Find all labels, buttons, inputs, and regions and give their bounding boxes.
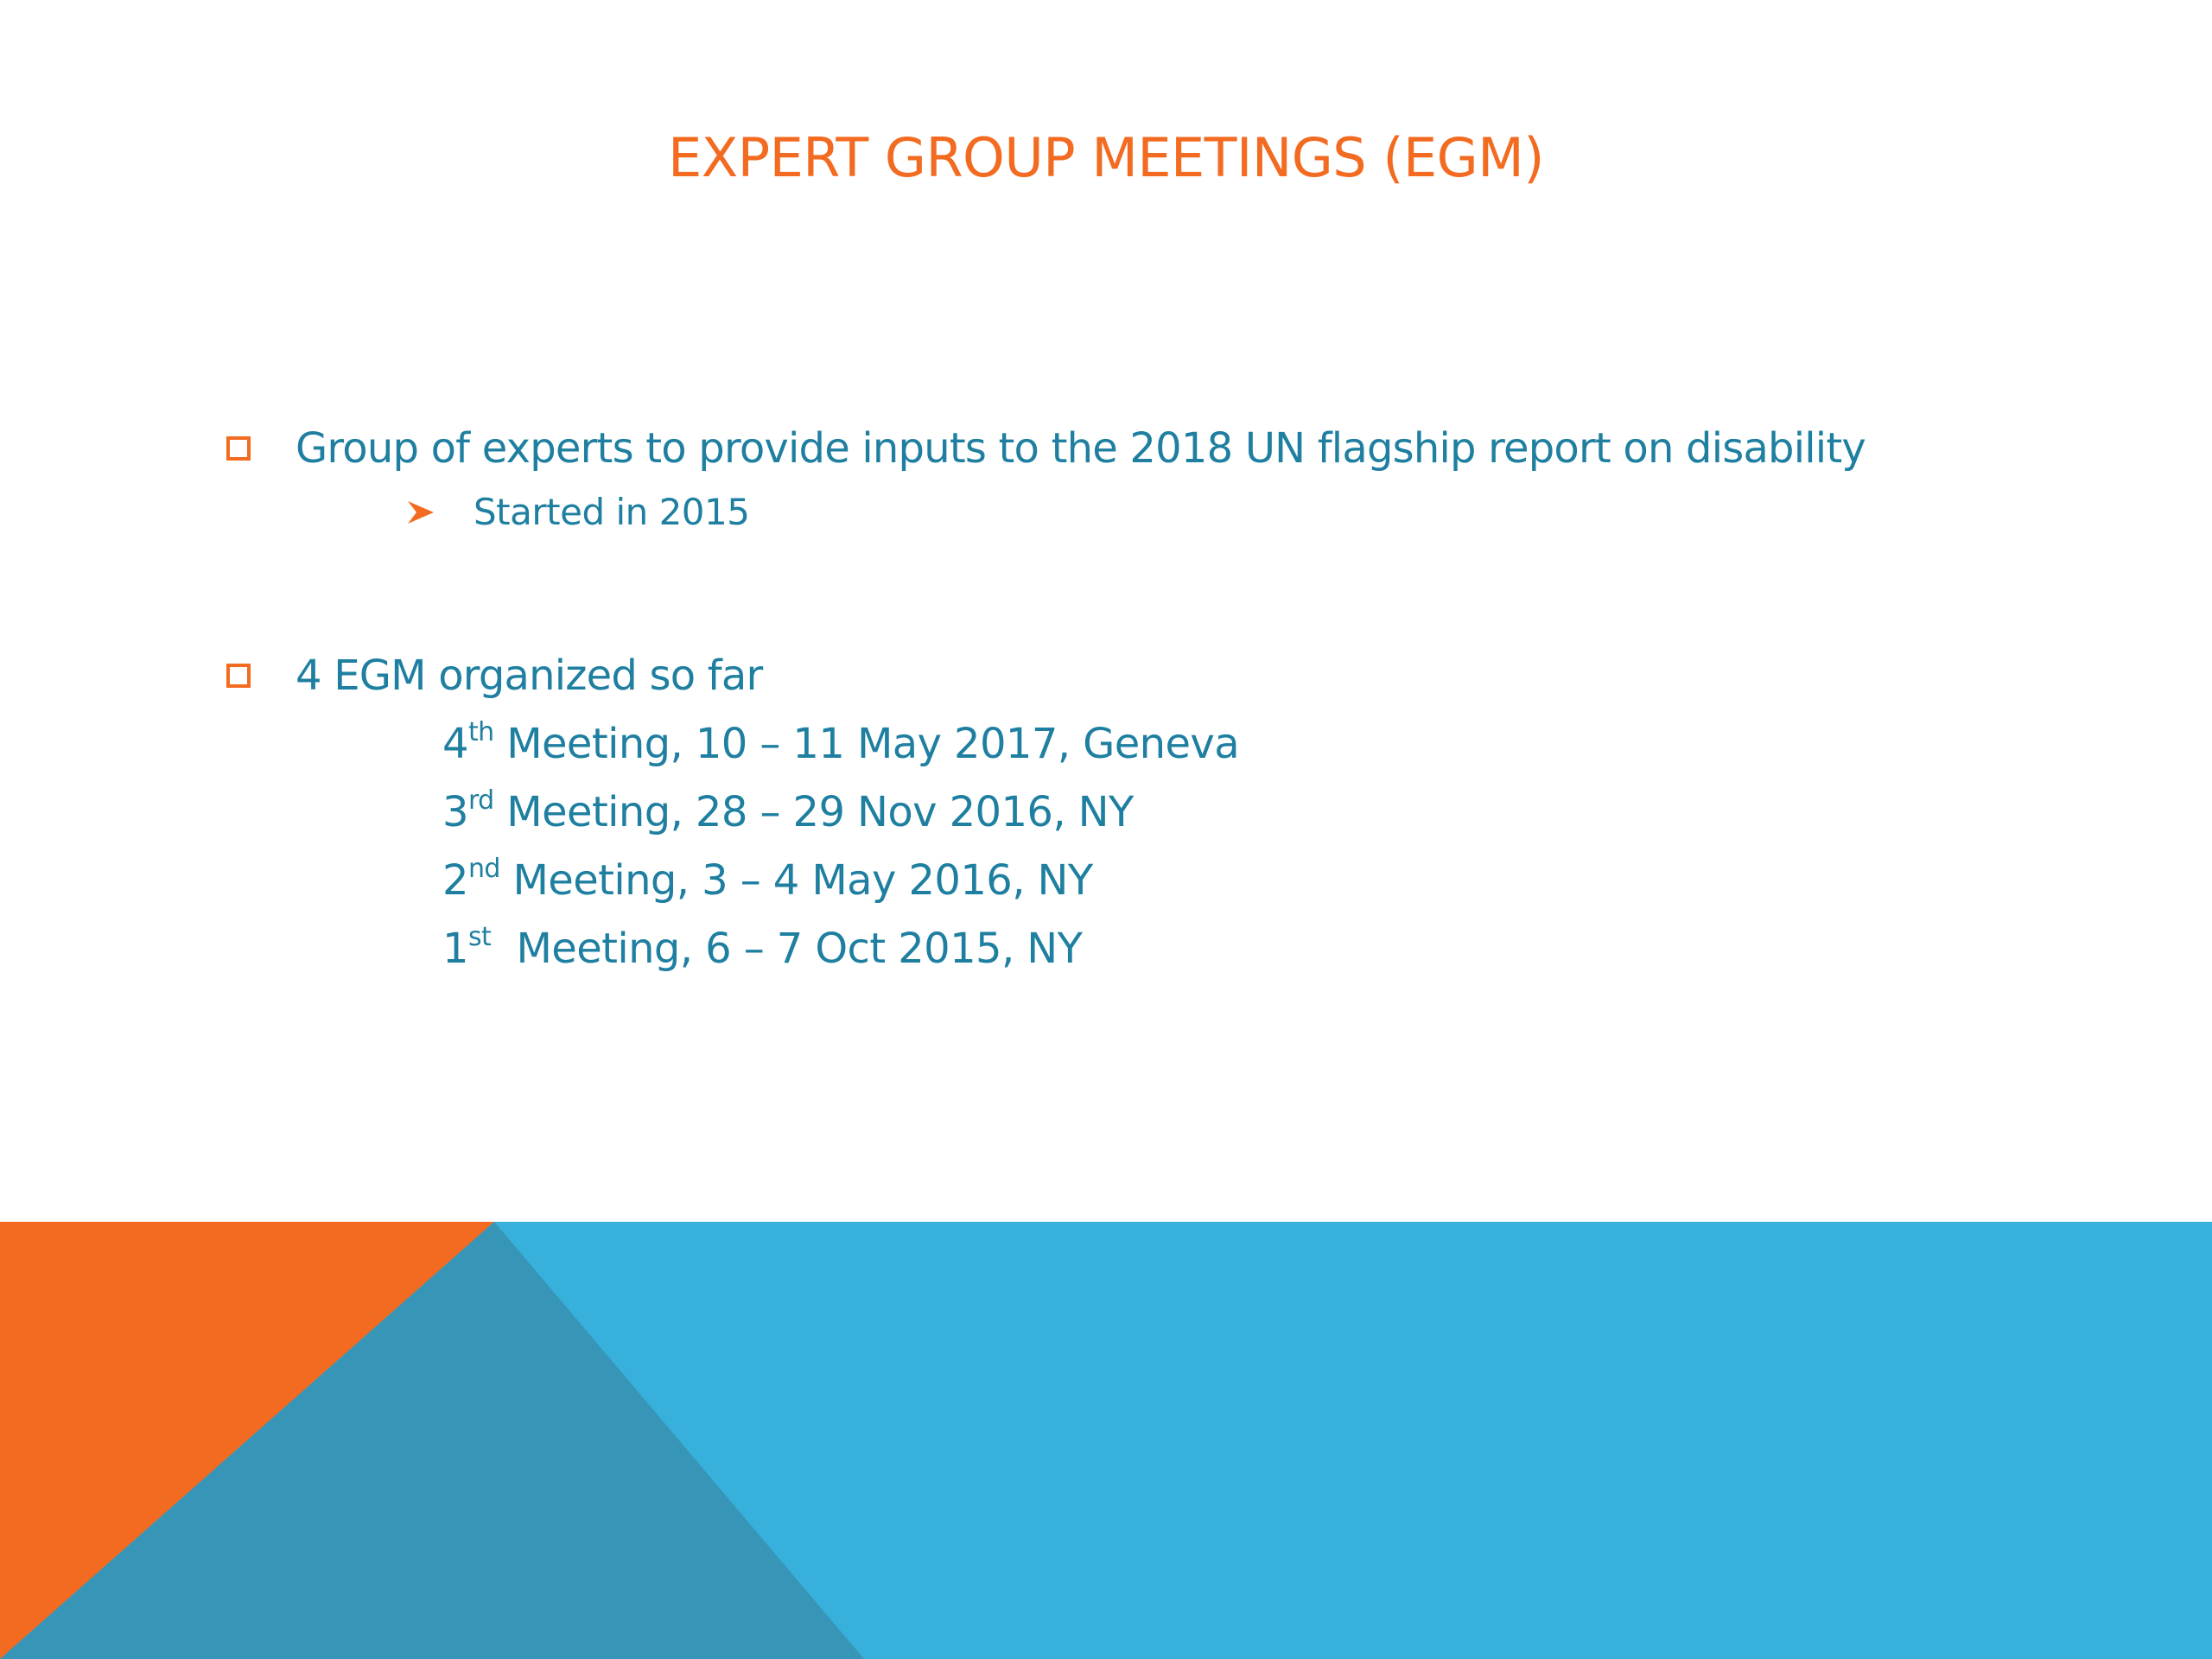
slide-title: EXPERT GROUP MEETINGS (EGM) <box>668 126 1544 189</box>
bullet-item-2: 4 EGM organized so far <box>226 650 763 702</box>
meeting-line-2: 2nd Meeting, 3 – 4 May 2016, NY <box>442 855 1093 906</box>
arrowhead-icon <box>408 501 434 524</box>
ordinal-suffix: nd <box>467 854 500 884</box>
meeting-line-4: 4th Meeting, 10 – 11 May 2017, Geneva <box>442 717 1240 770</box>
meeting-details: Meeting, 10 – 11 May 2017, Geneva <box>493 720 1240 768</box>
decorative-footer-band <box>0 1222 2212 1659</box>
meeting-line-3: 3rd Meeting, 28 – 29 Nov 2016, NY <box>442 786 1134 838</box>
meeting-number: 3 <box>442 788 469 836</box>
hollow-square-icon <box>226 436 251 461</box>
meeting-number: 2 <box>442 856 469 905</box>
bullet-text-2: 4 EGM organized so far <box>296 652 763 700</box>
sub-bullet-text-1: Started in 2015 <box>474 491 750 533</box>
hollow-square-icon <box>226 664 251 688</box>
meeting-details: Meeting, 6 – 7 Oct 2015, NY <box>491 925 1083 973</box>
ordinal-suffix: rd <box>467 785 494 816</box>
bullet-text-1: Group of experts to provide inputs to th… <box>296 424 1866 473</box>
meeting-number: 1 <box>442 925 469 973</box>
bullet-item-1: Group of experts to provide inputs to th… <box>226 423 1866 474</box>
meeting-details: Meeting, 28 – 29 Nov 2016, NY <box>493 788 1134 836</box>
ordinal-suffix: th <box>467 717 494 747</box>
sub-bullet-item-1: Started in 2015 <box>406 489 750 536</box>
meeting-line-1: 1st Meeting, 6 – 7 Oct 2015, NY <box>442 922 1083 975</box>
footer-dark-blue-triangle <box>0 1222 864 1659</box>
meeting-details: Meeting, 3 – 4 May 2016, NY <box>499 856 1093 905</box>
meeting-number: 4 <box>442 720 469 768</box>
ordinal-suffix: st <box>467 922 492 952</box>
